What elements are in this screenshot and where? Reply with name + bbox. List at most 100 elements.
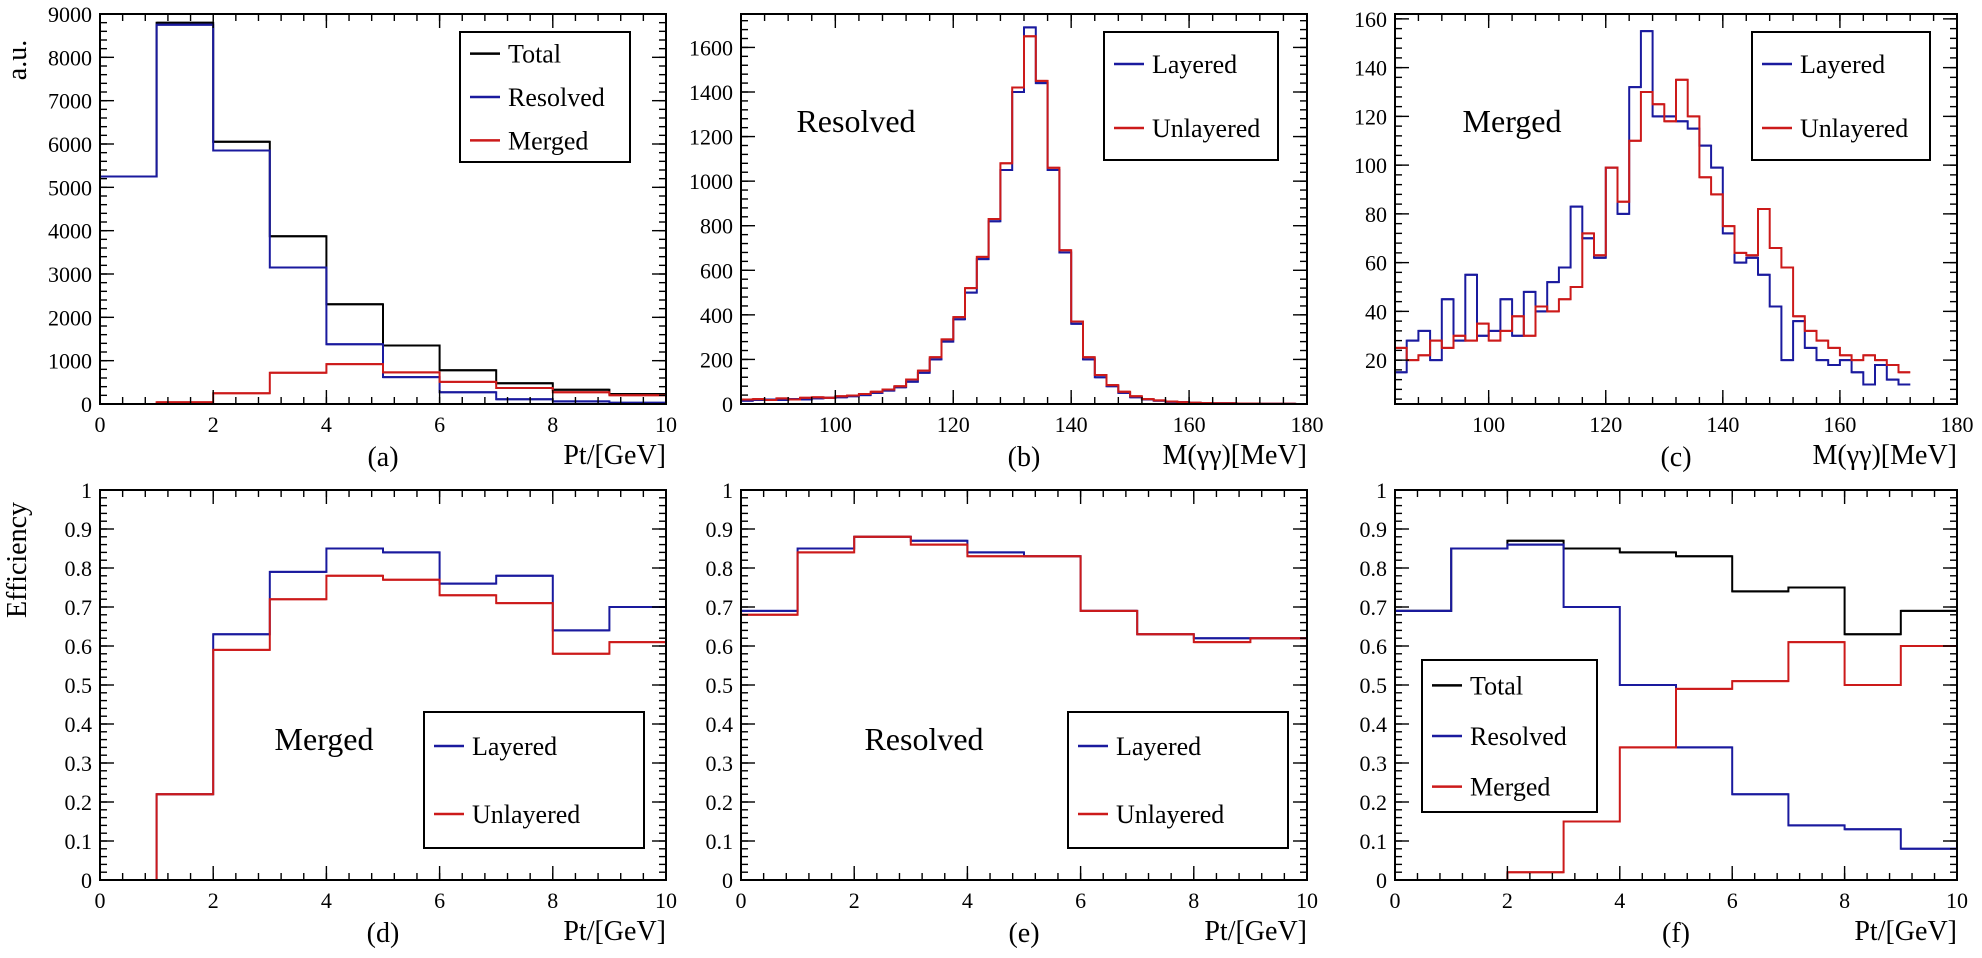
panel-label: (b) — [1008, 442, 1041, 473]
legend: Layered Unlayered — [1751, 31, 1931, 161]
legend-label-merged: Merged — [1470, 773, 1550, 802]
y-tick-label: 1000 — [689, 169, 733, 194]
legend-box — [1067, 711, 1289, 849]
legend-label-layered: Layered — [1800, 50, 1885, 79]
x-tick-label: 6 — [1075, 888, 1086, 913]
x-tick-label: 0 — [1390, 888, 1401, 913]
series-unlayered-d — [100, 574, 666, 881]
y-tick-label: 160 — [1354, 7, 1387, 32]
y-tick-label: 0.2 — [706, 790, 734, 815]
x-tick-label: 4 — [321, 888, 332, 913]
y-tick-label: 120 — [1354, 104, 1387, 129]
legend-label-unlayered: Unlayered — [1800, 114, 1908, 143]
x-tick-label: 8 — [1839, 888, 1850, 913]
x-tick-label: 0 — [95, 412, 106, 437]
panel-d: 0 2 4 6 8 10 0 0.1 0.2 0.3 0.4 0.5 0.6 0.7 0.8 0.9 1 Pt/[… — [65, 478, 678, 949]
y-tick-label: 0.3 — [1360, 751, 1388, 776]
y-tick-label: 0.3 — [65, 751, 93, 776]
x-tick-label: 6 — [434, 888, 445, 913]
legend: Layered Unlayered — [1067, 711, 1289, 849]
y-tick-label: 3000 — [48, 262, 92, 287]
panel-label: (c) — [1660, 442, 1691, 473]
y-tick-label: 1 — [81, 478, 92, 503]
x-tick-label: 0 — [95, 888, 106, 913]
legend-label-merged: Merged — [508, 126, 588, 155]
y-tick-label: 0.4 — [1360, 712, 1388, 737]
x-tick-label: 10 — [655, 412, 677, 437]
x-tick-label: 180 — [1941, 412, 1974, 437]
y-tick-label: 1400 — [689, 80, 733, 105]
inner-label: Resolved — [796, 103, 915, 139]
y-tick-label: 0 — [81, 868, 92, 893]
y-tick-label: 0.4 — [65, 712, 93, 737]
y-tick-label: 0.6 — [1360, 634, 1388, 659]
x-tick-label: 8 — [547, 412, 558, 437]
y-tick-label: 0.7 — [1360, 595, 1388, 620]
y-tick-label: 100 — [1354, 153, 1387, 178]
y-tick-label: 1 — [1376, 478, 1387, 503]
y-tick-label: 7000 — [48, 89, 92, 114]
legend-label-layered: Layered — [1152, 50, 1237, 79]
y-tick-label: 1 — [722, 478, 733, 503]
y-tick-label: 40 — [1365, 299, 1387, 324]
legend: Total Resolved Merged — [459, 31, 631, 163]
legend-label-layered: Layered — [472, 732, 557, 761]
y-tick-label: 0 — [722, 868, 733, 893]
x-tick-label: 2 — [849, 888, 860, 913]
x-tick-label: 10 — [1296, 888, 1318, 913]
y-tick-label: 0.3 — [706, 751, 734, 776]
x-tick-label: 120 — [937, 412, 970, 437]
panel-label: (f) — [1662, 918, 1690, 949]
x-tick-label: 10 — [1946, 888, 1968, 913]
legend-label-unlayered: Unlayered — [472, 800, 580, 829]
y-tick-label: 0.5 — [706, 673, 734, 698]
x-tick-label: 180 — [1291, 412, 1324, 437]
x-tick-label: 4 — [1614, 888, 1625, 913]
y-tick-label: 5000 — [48, 175, 92, 200]
y-tick-label: 0.7 — [65, 595, 93, 620]
series-merged-a — [100, 363, 666, 405]
x-tick-label: 2 — [1502, 888, 1513, 913]
y-tick-label: 1000 — [48, 349, 92, 374]
x-axis-label: Pt/[GeV] — [1854, 916, 1957, 947]
x-tick-label: 0 — [736, 888, 747, 913]
plot-frame — [99, 13, 667, 405]
y-tick-label: 0.5 — [1360, 673, 1388, 698]
x-tick-label: 100 — [819, 412, 852, 437]
x-tick-label: 8 — [1188, 888, 1199, 913]
x-tick-label: 4 — [321, 412, 332, 437]
legend-label-unlayered: Unlayered — [1152, 114, 1260, 143]
inner-label: Resolved — [864, 721, 983, 757]
panel-f: 0 2 4 6 8 10 0 0.1 0.2 0.3 0.4 0.5 0.6 0.7 0.8 0.9 1 Pt/[… — [1360, 478, 1969, 949]
y-tick-label: 0.8 — [1360, 556, 1388, 581]
y-tick-label: 0.7 — [706, 595, 734, 620]
legend-label-unlayered: Unlayered — [1116, 800, 1224, 829]
x-tick-label: 2 — [208, 412, 219, 437]
panel-e: 0 2 4 6 8 10 0 0.1 0.2 0.3 0.4 0.5 0.6 0.7 0.8 0.9 1 Pt/[… — [706, 478, 1319, 949]
inner-label: Merged — [1463, 103, 1562, 139]
y-tick-label: 8000 — [48, 45, 92, 70]
x-tick-label: 140 — [1055, 412, 1088, 437]
y-tick-label: 400 — [700, 303, 733, 328]
y-tick-label: 0 — [81, 392, 92, 417]
y-tick-label: 0 — [1376, 868, 1387, 893]
y-tick-label: 0.5 — [65, 673, 93, 698]
x-axis-label: Pt/[GeV] — [1204, 916, 1307, 947]
legend: Layered Unlayered — [1103, 31, 1279, 161]
y-tick-label: 600 — [700, 258, 733, 283]
y-tick-label: 60 — [1365, 251, 1387, 276]
inner-label: Merged — [275, 721, 374, 757]
panel-label: (d) — [367, 918, 400, 949]
x-axis-label: M(γγ)[MeV] — [1813, 440, 1957, 471]
y-tick-label: 0.1 — [65, 829, 93, 854]
y-tick-label: 0.9 — [1360, 517, 1388, 542]
x-tick-label: 160 — [1823, 412, 1856, 437]
x-axis-label: M(γγ)[MeV] — [1163, 440, 1307, 471]
y-tick-label: 0.1 — [706, 829, 734, 854]
y-tick-label: 4000 — [48, 219, 92, 244]
x-tick-label: 10 — [655, 888, 677, 913]
y-tick-label: 0.9 — [706, 517, 734, 542]
y-tick-label: 0.1 — [1360, 829, 1388, 854]
panel-a: 0 2 4 6 8 10 0 1000 2000 3000 4000 5000 6000 7000 8000… — [48, 2, 677, 473]
panel-label: (e) — [1008, 918, 1039, 949]
